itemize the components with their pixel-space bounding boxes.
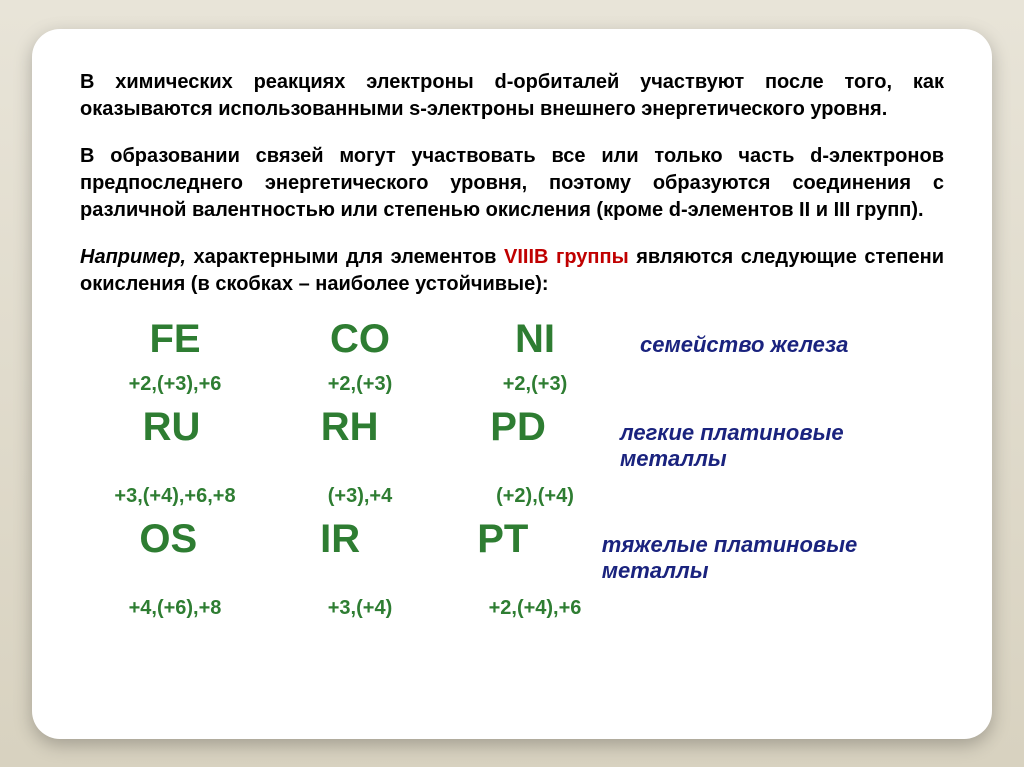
oxidation-states: (+3),+4 xyxy=(270,484,450,508)
element-symbol: PD xyxy=(436,406,600,448)
element-symbol: PT xyxy=(424,518,582,560)
oxidation-states: +2,(+3) xyxy=(270,372,450,396)
slide-card: В химических реакциях электроны d-орбита… xyxy=(32,29,992,739)
oxidation-states: +4,(+6),+8 xyxy=(80,596,270,620)
p3-pre: Например, xyxy=(80,246,193,268)
paragraph-1: В химических реакциях электроны d-орбита… xyxy=(80,69,944,123)
oxidation-states: (+2),(+4) xyxy=(450,484,620,508)
paragraph-2: В образовании связей могут участвовать в… xyxy=(80,143,944,224)
element-symbol: OS xyxy=(80,518,257,560)
family-row-light-pt: RU RH PD легкие платиновые металлы +3,(+… xyxy=(80,406,944,508)
element-symbol: IR xyxy=(257,518,424,560)
family-label: легкие платиновые металлы xyxy=(620,420,944,472)
paragraph-3: Например, характерными для элементов VII… xyxy=(80,244,944,298)
element-symbol: FE xyxy=(80,318,270,360)
oxidation-states: +3,(+4),+6,+8 xyxy=(80,484,270,508)
family-row-iron: FE CO NI семейство железа +2,(+3),+6 +2,… xyxy=(80,318,944,396)
p3-highlight: VIIIВ группы xyxy=(504,246,629,268)
oxidation-states: +3,(+4) xyxy=(270,596,450,620)
oxidation-states: +2,(+3) xyxy=(450,372,620,396)
family-label: семейство железа xyxy=(640,332,848,358)
element-symbol: RU xyxy=(80,406,263,448)
element-symbol: NI xyxy=(450,318,620,360)
family-row-heavy-pt: OS IR PT тяжелые платиновые металлы +4,(… xyxy=(80,518,944,620)
element-symbol: CO xyxy=(270,318,450,360)
oxidation-states: +2,(+3),+6 xyxy=(80,372,270,396)
oxidation-states: +2,(+4),+6 xyxy=(450,596,620,620)
element-symbol: RH xyxy=(263,406,436,448)
p3-mid: характерными для элементов xyxy=(193,246,504,268)
family-label: тяжелые платиновые металлы xyxy=(602,532,944,584)
